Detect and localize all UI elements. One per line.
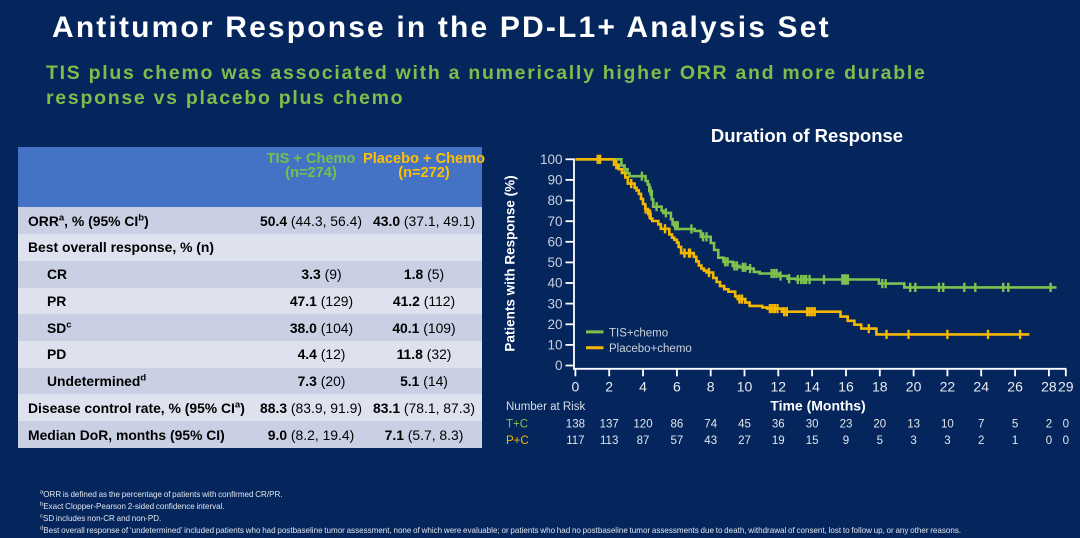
svg-text:90: 90 <box>547 173 562 188</box>
svg-text:0: 0 <box>1063 435 1069 447</box>
svg-text:15: 15 <box>806 435 819 447</box>
svg-text:10: 10 <box>737 379 753 395</box>
svg-text:70: 70 <box>547 214 562 229</box>
svg-text:8: 8 <box>707 379 715 395</box>
svg-text:2: 2 <box>1046 419 1052 431</box>
svg-text:Duration of Response: Duration of Response <box>711 125 903 146</box>
svg-text:2: 2 <box>978 435 984 447</box>
svg-text:10: 10 <box>547 338 562 353</box>
svg-text:87: 87 <box>637 435 650 447</box>
svg-text:4: 4 <box>639 379 647 395</box>
svg-text:57: 57 <box>671 435 684 447</box>
svg-text:50: 50 <box>547 255 562 270</box>
svg-text:26: 26 <box>1007 379 1023 395</box>
svg-text:1: 1 <box>1012 435 1018 447</box>
svg-text:120: 120 <box>633 419 652 431</box>
svg-text:0: 0 <box>1063 419 1069 431</box>
svg-text:Number at Risk: Number at Risk <box>506 401 585 413</box>
svg-text:19: 19 <box>772 435 785 447</box>
svg-text:20: 20 <box>873 419 886 431</box>
svg-text:30: 30 <box>547 296 562 311</box>
svg-text:74: 74 <box>704 419 717 431</box>
svg-text:138: 138 <box>566 419 585 431</box>
svg-text:5: 5 <box>1012 419 1018 431</box>
svg-text:0: 0 <box>555 358 563 373</box>
svg-text:5: 5 <box>877 435 883 447</box>
svg-text:P+C: P+C <box>506 435 529 447</box>
svg-text:40: 40 <box>547 276 562 291</box>
svg-text:16: 16 <box>838 379 854 395</box>
svg-text:45: 45 <box>738 419 751 431</box>
svg-text:0: 0 <box>572 379 580 395</box>
svg-text:113: 113 <box>600 435 618 447</box>
svg-text:80: 80 <box>547 193 562 208</box>
svg-text:22: 22 <box>940 379 956 395</box>
svg-text:0: 0 <box>1046 435 1052 447</box>
svg-text:20: 20 <box>547 317 562 332</box>
svg-text:100: 100 <box>540 152 563 167</box>
svg-text:9: 9 <box>843 435 849 447</box>
svg-text:T+C: T+C <box>506 419 528 431</box>
svg-text:10: 10 <box>941 419 954 431</box>
svg-text:2: 2 <box>605 379 613 395</box>
svg-text:Placebo+chemo: Placebo+chemo <box>609 343 692 355</box>
svg-text:13: 13 <box>907 419 920 431</box>
svg-text:23: 23 <box>840 419 853 431</box>
svg-text:Time (Months): Time (Months) <box>770 398 865 414</box>
svg-text:28: 28 <box>1041 379 1057 395</box>
svg-text:TIS+chemo: TIS+chemo <box>609 327 668 339</box>
svg-text:3: 3 <box>910 435 916 447</box>
svg-text:20: 20 <box>906 379 922 395</box>
svg-text:27: 27 <box>738 435 751 447</box>
svg-text:18: 18 <box>872 379 888 395</box>
svg-text:7: 7 <box>978 419 984 431</box>
svg-text:117: 117 <box>566 435 584 447</box>
svg-text:43: 43 <box>704 435 717 447</box>
svg-text:12: 12 <box>771 379 787 395</box>
svg-text:14: 14 <box>804 379 820 395</box>
svg-text:3: 3 <box>944 435 950 447</box>
svg-text:137: 137 <box>600 419 619 431</box>
svg-text:36: 36 <box>772 419 785 431</box>
svg-text:30: 30 <box>806 419 819 431</box>
svg-text:60: 60 <box>547 235 562 250</box>
svg-text:Patients with Response (%): Patients with Response (%) <box>503 175 518 351</box>
svg-text:6: 6 <box>673 379 681 395</box>
svg-text:24: 24 <box>973 379 989 395</box>
svg-text:86: 86 <box>671 419 684 431</box>
svg-text:29: 29 <box>1058 379 1074 395</box>
